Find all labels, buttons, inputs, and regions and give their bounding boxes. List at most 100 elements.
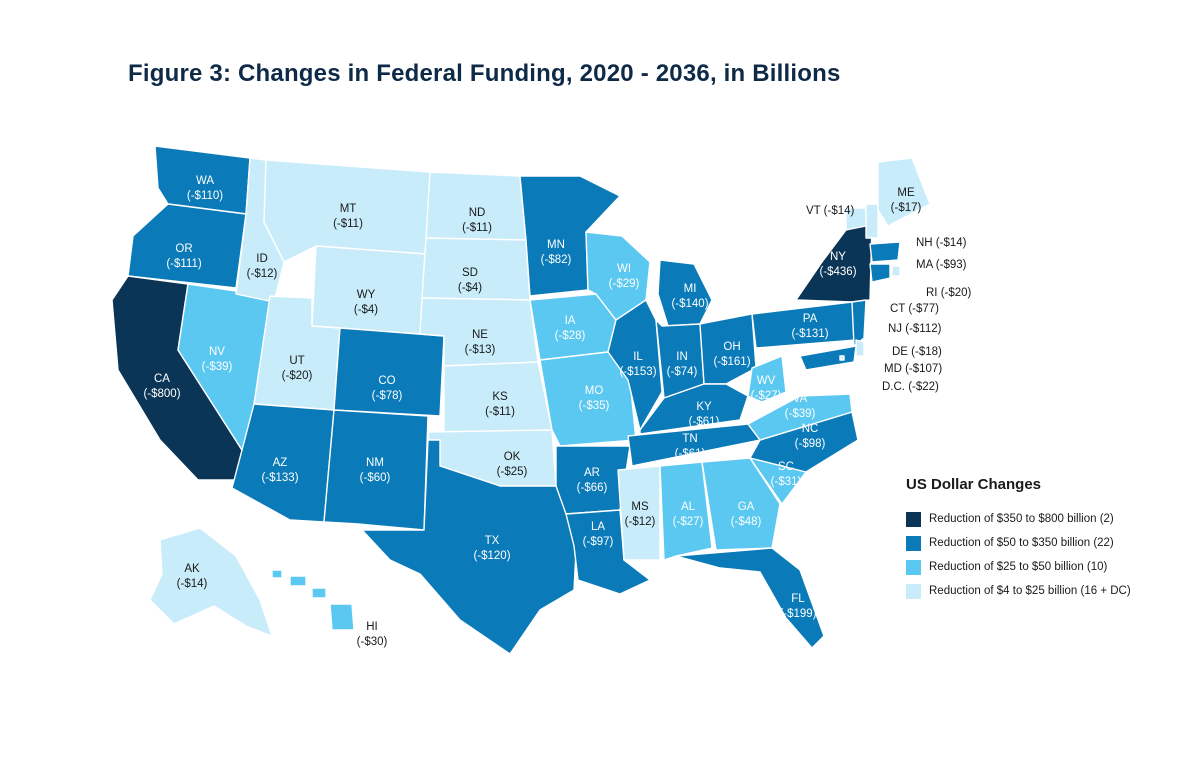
state-value-wi: (-$29) [609, 278, 640, 290]
legend-item: Reduction of $50 to $350 billion (22) [906, 531, 1166, 555]
state-label-mo: MO [585, 385, 604, 397]
state-value-az: (-$133) [261, 472, 298, 484]
state-label-ca: CA [154, 373, 170, 385]
state-value-ks: (-$11) [485, 406, 515, 418]
state-md [799, 345, 857, 371]
callout-label-de: DE (-$18) [892, 346, 942, 358]
figure-title: Figure 3: Changes in Federal Funding, 20… [128, 60, 841, 87]
state-label-ks: KS [492, 391, 508, 403]
state-label-wi: WI [617, 263, 631, 275]
state-value-al: (-$27) [673, 516, 704, 528]
state-label-in: IN [676, 351, 688, 363]
state-ms [617, 465, 661, 561]
state-wv [747, 355, 787, 403]
state-value-nc: (-$98) [795, 438, 826, 450]
legend-title: US Dollar Changes [906, 476, 1042, 493]
state-label-il: IL [633, 351, 643, 363]
state-de [855, 339, 865, 357]
state-label-ok: OK [504, 451, 521, 463]
state-label-nd: ND [469, 207, 486, 219]
state-value-sd: (-$4) [458, 282, 482, 294]
state-value-ak: (-$14) [177, 578, 208, 590]
state-label-sd: SD [462, 267, 478, 279]
legend-swatch [906, 583, 921, 599]
state-oh [699, 313, 757, 385]
state-label-la: LA [591, 521, 605, 533]
state-hi [271, 569, 355, 631]
state-label-wv: WV [757, 375, 776, 387]
state-value-tn: (-$61) [675, 448, 706, 460]
state-value-ga: (-$48) [731, 516, 762, 528]
legend: US Dollar Changes Reduction of $350 to $… [906, 476, 1166, 603]
state-label-oh: OH [723, 341, 740, 353]
state-value-ok: (-$25) [497, 466, 528, 478]
state-value-oh: (-$161) [713, 356, 750, 368]
state-tx [361, 439, 579, 655]
callout-label-nj: NJ (-$112) [888, 323, 942, 335]
legend-item: Reduction of $350 to $800 billion (2) [906, 507, 1166, 531]
state-ga [701, 457, 781, 551]
state-value-ut: (-$20) [282, 370, 313, 382]
callout-label-dc: D.C. (-$22) [882, 381, 939, 393]
state-value-wa: (-$110) [187, 190, 223, 202]
state-label-va: VA [793, 393, 808, 405]
state-value-or: (-$111) [166, 258, 202, 270]
state-ri [891, 265, 901, 277]
state-value-ar: (-$66) [577, 482, 608, 494]
legend-label: Reduction of $25 to $50 billion (10) [929, 561, 1108, 573]
callout-label-nh: NH (-$14) [916, 237, 967, 249]
legend-swatch [906, 511, 921, 527]
state-value-mi: (-$140) [671, 298, 708, 310]
state-label-tn: TN [682, 433, 697, 445]
state-ma [869, 241, 901, 263]
legend-label: Reduction of $50 to $350 billion (22) [929, 537, 1114, 549]
legend-swatch [906, 559, 921, 575]
callout-label-ct: CT (-$77) [890, 303, 939, 315]
state-label-nv: NV [209, 346, 225, 358]
state-label-ne: NE [472, 329, 488, 341]
state-value-la: (-$97) [583, 536, 614, 548]
state-va [747, 393, 853, 441]
state-al [659, 461, 713, 561]
state-label-hi: HI [366, 621, 378, 633]
state-label-pa: PA [803, 313, 818, 325]
state-label-wy: WY [357, 289, 376, 301]
state-label-or: OR [175, 243, 192, 255]
state-value-pa: (-$131) [791, 328, 828, 340]
state-value-ky: (-$61) [689, 416, 720, 428]
state-label-nc: NC [802, 423, 819, 435]
state-label-co: CO [378, 375, 395, 387]
state-value-in: (-$74) [667, 366, 698, 378]
state-label-nm: NM [366, 457, 384, 469]
state-label-az: AZ [273, 457, 288, 469]
state-ky [639, 383, 749, 435]
state-value-ny: (-$436) [819, 266, 856, 278]
state-value-ca: (-$800) [143, 388, 180, 400]
legend-label: Reduction of $4 to $25 billion (16 + DC) [929, 585, 1131, 597]
state-value-ne: (-$13) [465, 344, 496, 356]
state-label-ak: AK [184, 563, 200, 575]
state-label-tx: TX [485, 535, 500, 547]
state-value-tx: (-$120) [473, 550, 510, 562]
callout-label-ma: MA (-$93) [916, 259, 967, 271]
state-value-mt: (-$11) [333, 218, 363, 230]
state-nm [323, 409, 429, 531]
state-value-va: (-$39) [785, 408, 816, 420]
state-value-id: (-$12) [247, 268, 278, 280]
state-dc [839, 355, 845, 361]
state-fl [675, 547, 825, 649]
state-ct [869, 263, 891, 283]
legend-swatch [906, 535, 921, 551]
state-label-ut: UT [289, 355, 304, 367]
legend-label: Reduction of $350 to $800 billion (2) [929, 513, 1114, 525]
state-or [127, 203, 247, 289]
state-label-id: ID [256, 253, 268, 265]
state-label-ky: KY [696, 401, 712, 413]
callout-label-vt: VT (-$14) [806, 205, 855, 217]
state-co [333, 327, 445, 417]
state-me [877, 157, 931, 227]
state-nj [851, 299, 867, 347]
state-label-ms: MS [631, 501, 649, 513]
state-value-fl: (-$199) [779, 608, 816, 620]
